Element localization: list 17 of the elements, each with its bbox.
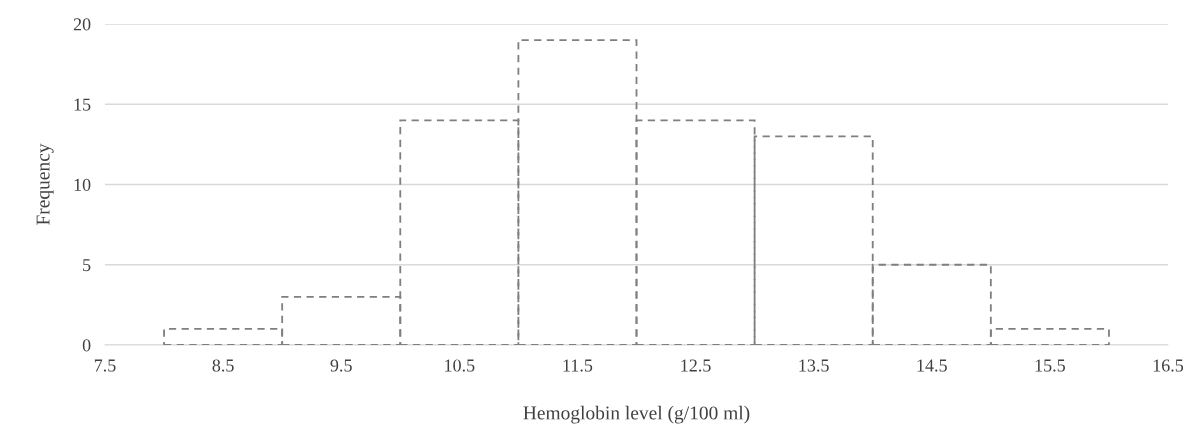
y-tick-label: 0 (82, 339, 91, 352)
x-tick-label: 16.5 (1153, 359, 1184, 372)
x-tick-label: 9.5 (330, 359, 352, 372)
x-tick-label: 14.5 (917, 359, 947, 372)
x-tick-label: 8.5 (212, 359, 234, 372)
x-tick-label: 15.5 (1035, 359, 1065, 372)
x-tick-label: 11.5 (563, 359, 593, 372)
x-tick-label: 10.5 (445, 359, 475, 372)
y-tick-label: 15 (74, 98, 91, 111)
x-axis-title: Hemoglobin level (g/100 ml) (523, 405, 750, 424)
x-tick-label: 7.5 (94, 359, 116, 372)
y-axis-title: Frequency (36, 143, 54, 225)
y-tick-label: 10 (74, 178, 91, 191)
y-tick-label: 20 (73, 18, 91, 31)
x-tick-label: 13.5 (799, 359, 829, 372)
x-tick-label: 12.5 (681, 359, 711, 372)
y-tick-label: 5 (83, 259, 91, 272)
